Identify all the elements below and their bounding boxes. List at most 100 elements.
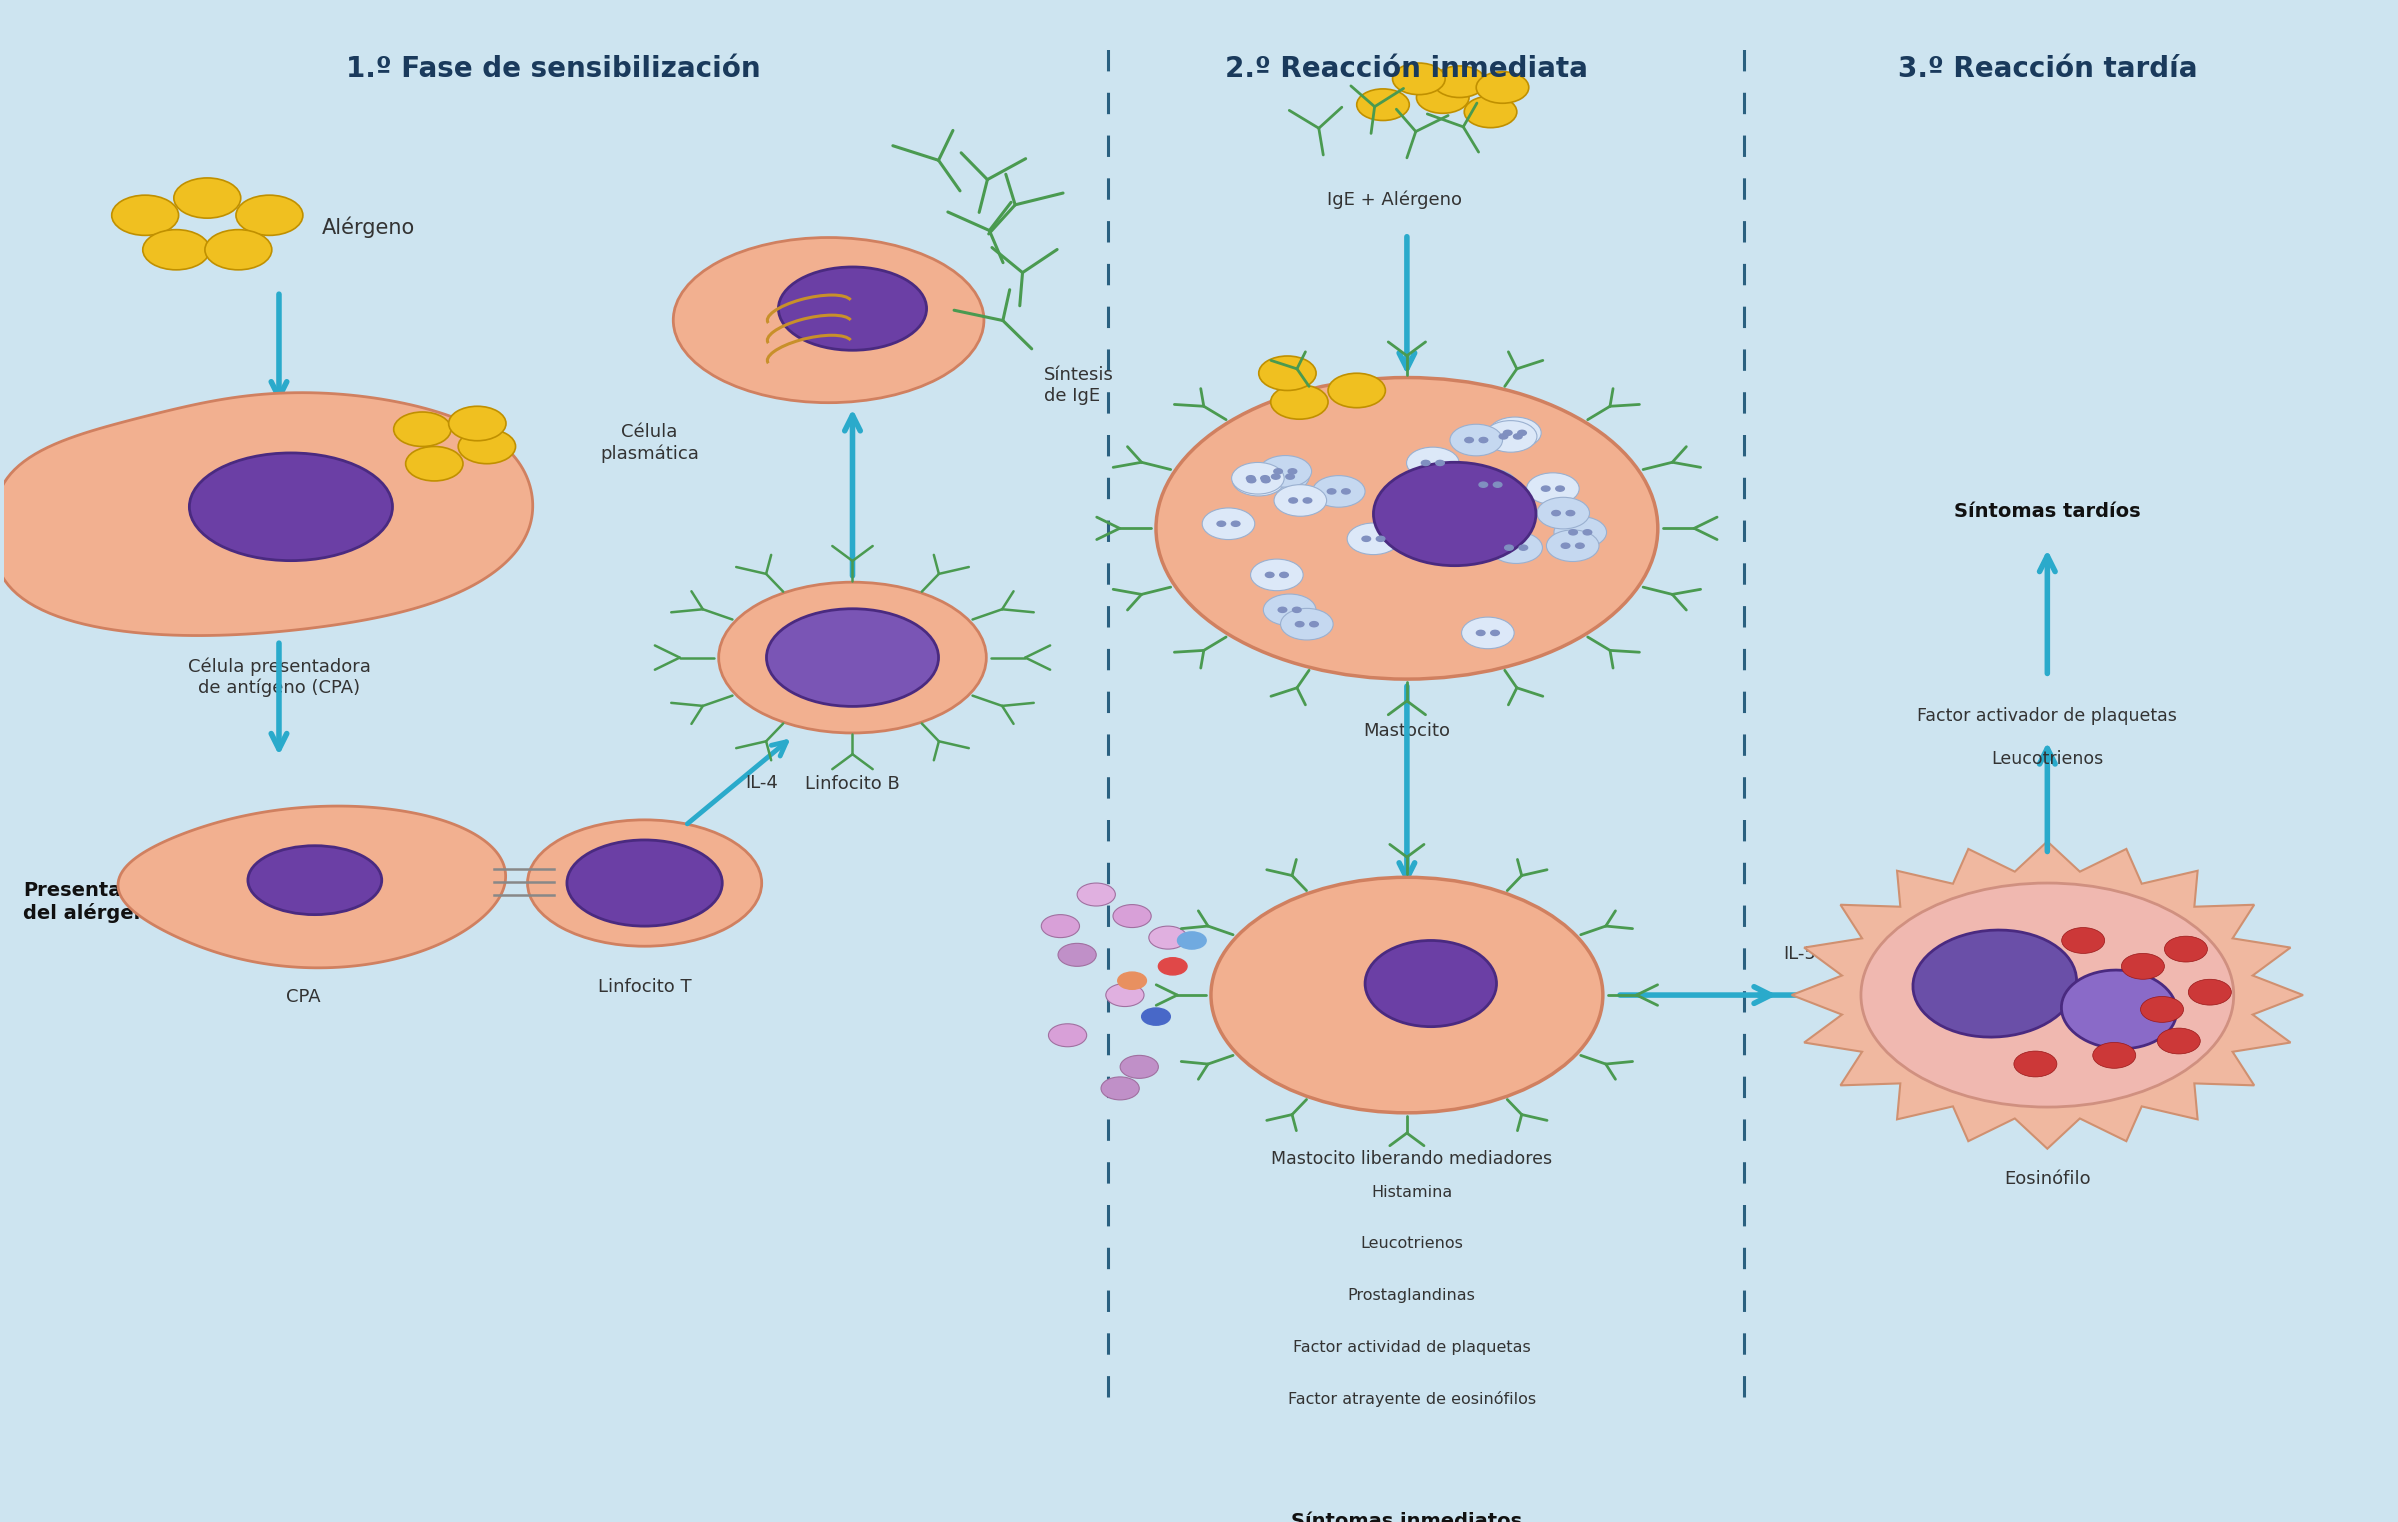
Circle shape xyxy=(1492,630,1499,636)
Circle shape xyxy=(1408,447,1458,479)
Circle shape xyxy=(1434,65,1487,97)
Ellipse shape xyxy=(1374,463,1537,566)
Text: Factor activador de plaquetas: Factor activador de plaquetas xyxy=(1918,708,2177,724)
Circle shape xyxy=(1568,530,1578,534)
Circle shape xyxy=(1561,543,1571,548)
Text: Célula presentadora
de antígeno (CPA): Célula presentadora de antígeno (CPA) xyxy=(187,658,369,697)
Circle shape xyxy=(1460,616,1513,648)
Text: Factor actividad de plaquetas: Factor actividad de plaquetas xyxy=(1293,1339,1530,1355)
Ellipse shape xyxy=(1364,941,1496,1027)
Circle shape xyxy=(1273,469,1283,473)
Text: 1.º Fase de sensibilización: 1.º Fase de sensibilización xyxy=(345,55,760,82)
Circle shape xyxy=(1247,478,1257,482)
Circle shape xyxy=(1230,521,1240,527)
Circle shape xyxy=(1288,498,1297,504)
Circle shape xyxy=(448,406,506,441)
Circle shape xyxy=(1480,437,1487,443)
Text: 3.º Reacción tardía: 3.º Reacción tardía xyxy=(1897,55,2197,82)
Circle shape xyxy=(1542,486,1549,492)
Circle shape xyxy=(1465,469,1518,501)
Text: IL-4: IL-4 xyxy=(746,773,777,791)
Circle shape xyxy=(2014,1052,2057,1078)
Circle shape xyxy=(1261,476,1269,481)
Ellipse shape xyxy=(528,820,763,947)
Text: Mastocito liberando mediadores: Mastocito liberando mediadores xyxy=(1271,1151,1552,1169)
Circle shape xyxy=(1566,510,1575,516)
Text: IL-5: IL-5 xyxy=(1784,945,1815,963)
Text: IgE + Alérgeno: IgE + Alérgeno xyxy=(1328,190,1463,210)
Circle shape xyxy=(2189,979,2230,1005)
Circle shape xyxy=(1417,82,1470,113)
Circle shape xyxy=(1120,1055,1158,1079)
Ellipse shape xyxy=(779,266,926,350)
Circle shape xyxy=(1547,530,1599,562)
Circle shape xyxy=(2158,1027,2201,1053)
Circle shape xyxy=(393,412,451,446)
Text: Síntesis
de IgE: Síntesis de IgE xyxy=(1043,367,1113,405)
Circle shape xyxy=(1218,521,1225,527)
Text: Leucotrienos: Leucotrienos xyxy=(1990,750,2103,769)
Text: Célula
plasmática: Célula plasmática xyxy=(600,423,698,463)
Circle shape xyxy=(1552,510,1561,516)
Circle shape xyxy=(1861,883,2233,1106)
Circle shape xyxy=(1302,498,1312,504)
Circle shape xyxy=(1504,431,1513,435)
Text: Leucotrienos: Leucotrienos xyxy=(1360,1236,1463,1251)
Circle shape xyxy=(1312,475,1364,507)
Circle shape xyxy=(1537,498,1590,528)
Circle shape xyxy=(1348,524,1400,554)
Circle shape xyxy=(1494,482,1501,487)
Circle shape xyxy=(1117,973,1146,989)
Circle shape xyxy=(1281,572,1288,577)
Circle shape xyxy=(1288,469,1297,473)
Text: Síntomas inmediatos: Síntomas inmediatos xyxy=(1293,1511,1523,1522)
Circle shape xyxy=(1259,356,1317,391)
Ellipse shape xyxy=(2062,970,2177,1049)
Circle shape xyxy=(1489,531,1542,563)
Circle shape xyxy=(1247,476,1254,481)
Ellipse shape xyxy=(674,237,983,403)
Circle shape xyxy=(2122,953,2165,979)
Circle shape xyxy=(1465,96,1518,128)
Circle shape xyxy=(173,178,240,218)
Circle shape xyxy=(1077,883,1115,906)
Circle shape xyxy=(1105,983,1144,1006)
Circle shape xyxy=(1233,464,1285,496)
Circle shape xyxy=(1376,536,1386,542)
Circle shape xyxy=(1278,607,1288,612)
Circle shape xyxy=(1357,88,1410,120)
Circle shape xyxy=(1465,437,1472,443)
Text: Prostaglandinas: Prostaglandinas xyxy=(1348,1288,1475,1303)
Circle shape xyxy=(1451,425,1504,457)
Circle shape xyxy=(1436,460,1444,466)
Circle shape xyxy=(1477,630,1484,636)
Circle shape xyxy=(1058,944,1096,966)
Text: Mastocito: Mastocito xyxy=(1364,723,1451,740)
Circle shape xyxy=(1340,489,1350,495)
Polygon shape xyxy=(118,807,506,968)
Circle shape xyxy=(1259,455,1312,487)
Circle shape xyxy=(1326,489,1336,495)
Circle shape xyxy=(1504,545,1513,551)
Circle shape xyxy=(2062,927,2105,953)
Circle shape xyxy=(1149,925,1187,950)
Circle shape xyxy=(1583,530,1592,534)
Circle shape xyxy=(1393,62,1446,94)
Circle shape xyxy=(1489,417,1542,449)
Polygon shape xyxy=(0,393,532,636)
Text: 2.º Reacción inmediata: 2.º Reacción inmediata xyxy=(1225,55,1587,82)
Ellipse shape xyxy=(1914,930,2077,1036)
Circle shape xyxy=(1309,621,1319,627)
Circle shape xyxy=(235,195,302,236)
Ellipse shape xyxy=(767,609,938,706)
Circle shape xyxy=(113,195,177,236)
Text: Eosinófilo: Eosinófilo xyxy=(2005,1170,2091,1189)
Circle shape xyxy=(1575,543,1585,548)
Circle shape xyxy=(2093,1043,2137,1068)
Ellipse shape xyxy=(719,583,986,734)
Ellipse shape xyxy=(189,454,393,560)
Circle shape xyxy=(1499,434,1508,438)
Circle shape xyxy=(1266,572,1273,577)
Ellipse shape xyxy=(566,840,722,925)
Circle shape xyxy=(1261,478,1271,482)
